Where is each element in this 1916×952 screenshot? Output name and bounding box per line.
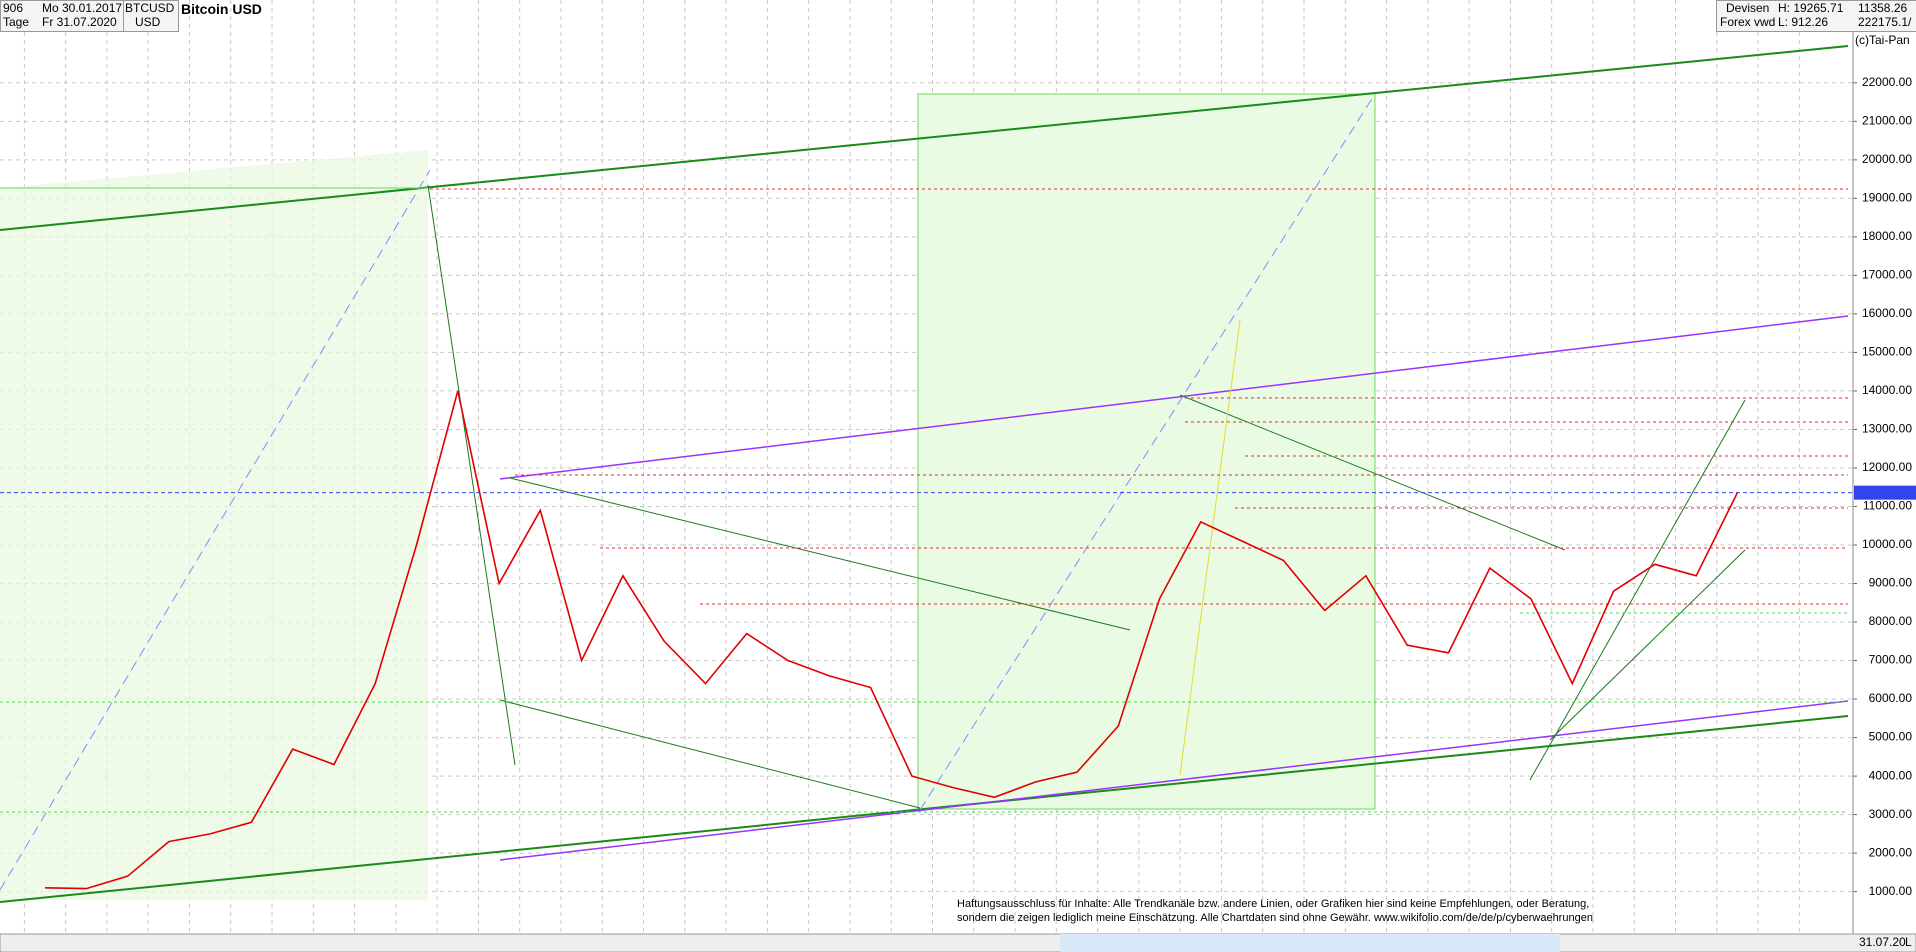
symbol: BTCUSD [125, 1, 175, 15]
last: 11358.26 [1858, 1, 1908, 15]
y-tick-label: 14000.00 [1862, 383, 1912, 397]
trend-line [1529, 399, 1746, 781]
y-tick-label: 22000.00 [1862, 75, 1912, 89]
trend-line [499, 699, 921, 809]
trend-line [1179, 394, 1566, 551]
y-tick-label: 11000.00 [1863, 499, 1912, 513]
trend-line [499, 315, 1849, 480]
y-tick-label: 10000.00 [1862, 537, 1912, 551]
trend-line [919, 93, 1376, 811]
disclaimer: sondern die zeigen lediglich meine Einsc… [957, 912, 1593, 924]
trend-line [499, 700, 1849, 861]
end-date: 31.07.20 [1859, 935, 1906, 949]
y-tick-label: 1000.00 [1869, 884, 1913, 898]
y-tick-label: 15000.00 [1862, 345, 1912, 359]
y-tick-label: 2000.00 [1869, 845, 1913, 859]
code: 222175.1/ [1858, 15, 1912, 29]
y-tick-label: 8000.00 [1869, 614, 1913, 628]
range-box [0, 0, 124, 32]
trend-line [1179, 319, 1241, 776]
y-tick-label: 16000.00 [1862, 306, 1912, 320]
trend-line [0, 715, 1849, 903]
y-tick-label: 21000.00 [1862, 113, 1912, 127]
y-tick-label: 9000.00 [1869, 576, 1913, 590]
trend-line [427, 184, 516, 766]
y-tick-label: 13000.00 [1862, 422, 1912, 436]
scale-mode: L [1905, 935, 1912, 949]
y-tick-label: 6000.00 [1869, 691, 1913, 705]
y-tick-label: 17000.00 [1862, 268, 1912, 282]
annotations [0, 45, 1849, 903]
info-box [1716, 0, 1916, 32]
low: L: 912.26 [1778, 15, 1829, 29]
y-tick-label: 18000.00 [1862, 229, 1912, 243]
start-date: Mo 30.01.2017 [42, 1, 123, 15]
x-axis-highlight [1060, 934, 1560, 952]
y-tick-label: 7000.00 [1869, 653, 1913, 667]
currency: USD [135, 15, 161, 29]
trend-line [0, 45, 1849, 231]
market: Devisen [1726, 1, 1770, 15]
y-tick-label: 20000.00 [1862, 152, 1912, 166]
x-axis-bar [0, 933, 1916, 952]
y-tick-label: 12000.00 [1862, 460, 1912, 474]
symbol-box [123, 0, 179, 32]
high: H: 19265.71 [1778, 1, 1844, 15]
price-line [44, 390, 1739, 890]
trend-line [509, 477, 1131, 631]
y-tick-label: 3000.00 [1869, 807, 1913, 821]
source: Forex vwd [1720, 15, 1776, 29]
chart-title: Bitcoin USD [181, 1, 262, 17]
end-date: Fr 31.07.2020 [42, 15, 117, 29]
count[interactable]: 906 [3, 1, 24, 15]
y-tick-label: 19000.00 [1862, 191, 1912, 205]
shade [0, 150, 428, 900]
last-price-box [1854, 485, 1916, 500]
y-tick-label: 4000.00 [1869, 768, 1913, 782]
period[interactable]: Tage [3, 15, 30, 29]
trend-line [0, 169, 431, 891]
copyright: (c)Tai-Pan [1855, 33, 1910, 47]
y-tick-label: 5000.00 [1869, 730, 1913, 744]
disclaimer: Haftungsausschluss für Inhalte: Alle Tre… [957, 898, 1589, 910]
trend-line [1549, 549, 1746, 741]
